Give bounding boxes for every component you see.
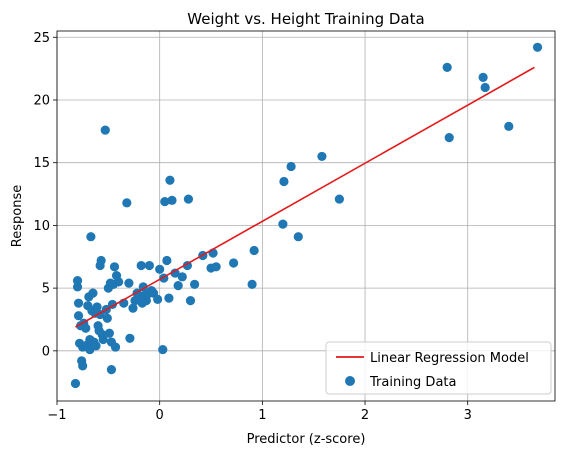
- data-point: [170, 268, 180, 278]
- data-point: [128, 303, 138, 313]
- data-point: [160, 196, 170, 207]
- regression-line: [75, 66, 535, 328]
- data-point: [167, 195, 177, 205]
- x-tick-label: 0: [156, 408, 164, 423]
- data-point: [92, 302, 102, 312]
- data-point: [86, 232, 96, 242]
- data-point: [278, 219, 288, 229]
- grid-lines: [56, 31, 555, 401]
- y-tick-label: 0: [42, 344, 50, 359]
- data-point: [334, 194, 344, 204]
- y-tick-label: 20: [33, 93, 50, 108]
- y-axis-label: Response: [10, 185, 25, 247]
- x-tick-label: −1: [47, 408, 66, 423]
- data-point: [478, 72, 488, 83]
- axis-ticks: −1 0 1 2 3 0 5 10 15 20 25: [33, 31, 471, 423]
- data-point: [177, 272, 187, 282]
- y-tick-label: 5: [42, 282, 50, 297]
- x-tick-label: 2: [361, 408, 369, 423]
- legend-label-regression: Linear Regression Model: [370, 351, 529, 366]
- data-point: [164, 293, 174, 303]
- data-point: [442, 62, 452, 72]
- data-point: [153, 294, 163, 305]
- data-point: [165, 175, 175, 185]
- plot-frame: [56, 30, 556, 402]
- legend-label-training: Training Data: [369, 375, 456, 390]
- data-point: [136, 260, 146, 271]
- data-point: [162, 255, 172, 266]
- data-point: [211, 262, 221, 272]
- data-point: [78, 361, 88, 371]
- y-tick-label: 25: [33, 31, 50, 46]
- data-point: [125, 333, 135, 343]
- data-point: [279, 176, 289, 187]
- x-tick-label: 3: [464, 408, 472, 423]
- x-axis-label: Predictor (z-score): [247, 432, 366, 447]
- legend-box: [325, 341, 552, 395]
- data-point: [98, 334, 108, 345]
- data-point: [91, 341, 101, 351]
- data-point: [183, 194, 194, 204]
- y-tick-label: 10: [33, 219, 50, 234]
- y-tick-label: 15: [33, 156, 50, 171]
- legend-point-swatch: [345, 376, 355, 386]
- data-point: [249, 245, 259, 256]
- data-point: [109, 262, 120, 272]
- data-point: [70, 378, 81, 389]
- plot-data: [70, 42, 543, 389]
- data-point: [286, 161, 296, 172]
- chart-title: Weight vs. Height Training Data: [187, 10, 424, 28]
- data-point: [504, 121, 514, 131]
- data-point: [480, 82, 490, 93]
- data-point: [96, 255, 106, 266]
- data-point: [72, 282, 83, 292]
- data-point: [293, 232, 303, 242]
- data-point: [88, 288, 98, 298]
- data-point: [247, 279, 257, 289]
- data-point: [144, 260, 155, 271]
- data-point: [185, 296, 196, 306]
- plot-border: [56, 30, 556, 402]
- data-point: [189, 279, 200, 289]
- data-point: [104, 328, 114, 338]
- data-point: [173, 281, 183, 291]
- data-point: [110, 342, 121, 352]
- data-point: [73, 311, 84, 321]
- data-point: [155, 264, 165, 274]
- data-point: [158, 344, 168, 355]
- data-point: [102, 313, 112, 323]
- data-point: [100, 125, 110, 135]
- x-tick-label: 1: [258, 408, 266, 423]
- data-point: [114, 277, 124, 287]
- data-point: [81, 323, 91, 333]
- data-point: [106, 365, 117, 375]
- data-point: [124, 278, 134, 288]
- data-point: [122, 198, 132, 208]
- data-point: [317, 151, 327, 162]
- data-point: [532, 42, 543, 52]
- legend: Linear Regression Model Training Data: [325, 341, 552, 395]
- data-point: [444, 133, 454, 143]
- data-point: [229, 258, 239, 268]
- data-point: [73, 298, 84, 308]
